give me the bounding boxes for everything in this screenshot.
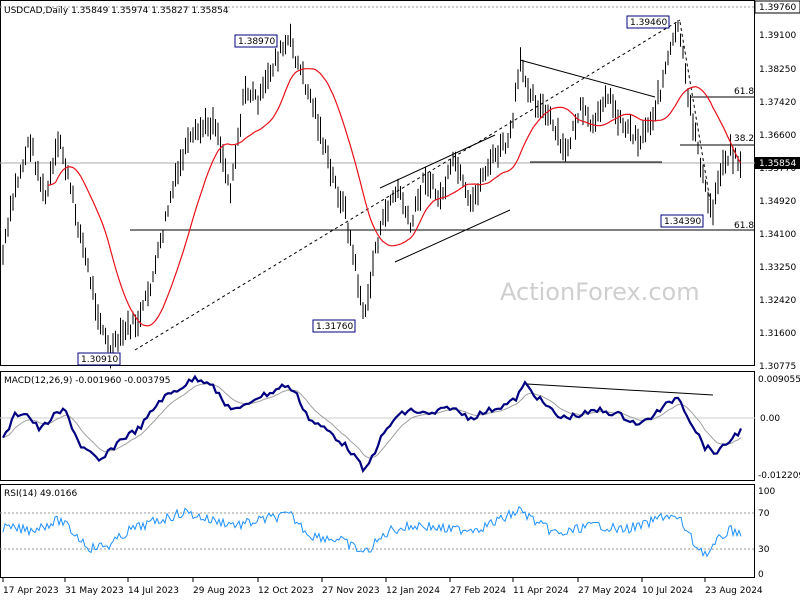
price-tick-label: 1.38250 — [759, 65, 796, 75]
x-tick-label: 27 Nov 2023 — [322, 586, 380, 596]
price-tick-label: 1.34920 — [759, 197, 796, 207]
price-tick-label: 1.36600 — [759, 131, 796, 141]
rsi-panel-header: RSI(14) 49.0166 — [4, 489, 77, 499]
price-tick-label: 1.39100 — [759, 31, 796, 41]
svg-text:1.35854: 1.35854 — [759, 159, 796, 169]
price-tick-label: 1.30775 — [759, 362, 796, 372]
macd-tick-bottom: -0.012209 — [758, 471, 800, 481]
price-top-box — [754, 0, 800, 14]
panel-frames — [0, 0, 755, 578]
price-tick-label: 1.33250 — [759, 263, 796, 273]
x-tick-label: 11 Apr 2024 — [513, 586, 569, 596]
x-tick-label: 23 Aug 2024 — [705, 586, 763, 596]
level-label-3: 1.34390 — [660, 214, 704, 228]
svg-text:1.30910: 1.30910 — [81, 355, 118, 365]
svg-text:0.00: 0.00 — [760, 414, 780, 424]
macd-panel-header: MACD(12,26,9) -0.001960 -0.003795 — [4, 376, 170, 386]
price-axis: 1.397601.391001.382501.374201.366001.357… — [754, 0, 800, 372]
macd-line — [2, 374, 743, 474]
rsi-line — [2, 505, 742, 558]
x-tick-label: 31 May 2023 — [65, 586, 124, 596]
fib-label-382: 38.2 — [734, 134, 754, 144]
level-label-4: 1.31760 — [312, 319, 356, 333]
x-tick-label: 29 Aug 2023 — [193, 586, 251, 596]
svg-text:1.31760: 1.31760 — [316, 322, 353, 332]
rsi-tick-70: 70 — [758, 509, 770, 519]
macd-tick-top: 0.009055 — [758, 375, 800, 385]
svg-text:1.38970: 1.38970 — [238, 37, 275, 47]
rsi-tick-100: 100 — [758, 487, 775, 497]
price-tick-label: 1.34100 — [759, 230, 796, 240]
macd-trendline — [526, 383, 714, 396]
price-bars — [2, 20, 741, 369]
x-tick-label: 12 Jan 2024 — [386, 586, 440, 596]
rsi-tick-30: 30 — [758, 545, 770, 555]
x-tick-label: 27 May 2024 — [578, 586, 637, 596]
x-axis: 17 Apr 2023 31 May 2023 14 Jul 2023 29 Aug … — [2, 578, 763, 596]
svg-text:1.34390: 1.34390 — [664, 217, 701, 227]
channel-upper-line — [379, 134, 496, 189]
rsi-panel-frame — [0, 484, 755, 578]
watermark: ActionForex.com — [500, 278, 700, 306]
rsi-tick-0: 0 — [758, 570, 764, 580]
macd-panel-frame — [0, 371, 755, 481]
price-panel-header: USDCAD,Daily 1.35849 1.35974 1.35827 1.3… — [4, 6, 229, 16]
level-label-2: 1.39460 — [626, 15, 670, 29]
x-tick-label: 14 Jul 2023 — [128, 586, 179, 596]
x-tick-label: 27 Feb 2024 — [450, 586, 506, 596]
current-price-box: 1.35854 — [755, 157, 800, 169]
moving-average-line — [47, 68, 742, 327]
x-tick-label: 10 Jul 2024 — [642, 586, 693, 596]
fib-label-618-lower: 61.8 — [734, 221, 754, 231]
price-tick-label: 1.39760 — [759, 3, 796, 13]
macd-zero-box: 0.00 — [755, 412, 800, 424]
triangle-upper-line — [519, 59, 656, 98]
x-tick-label: 17 Apr 2023 — [3, 586, 59, 596]
level-label-5: 1.30910 — [77, 352, 121, 366]
fib-label-618-upper: 61.8 — [734, 87, 754, 97]
x-tick-label: 12 Oct 2023 — [258, 586, 314, 596]
svg-text:1.39460: 1.39460 — [630, 18, 667, 28]
price-tick-label: 1.37420 — [759, 98, 796, 108]
rising-trendline — [134, 19, 681, 351]
price-panel-frame — [0, 0, 755, 366]
channel-lower-line — [394, 209, 511, 263]
price-tick-label: 1.32420 — [759, 296, 796, 306]
level-label-1: 1.38970 — [234, 34, 278, 48]
price-tick-label: 1.31600 — [759, 329, 796, 339]
falling-trendline — [679, 21, 711, 201]
